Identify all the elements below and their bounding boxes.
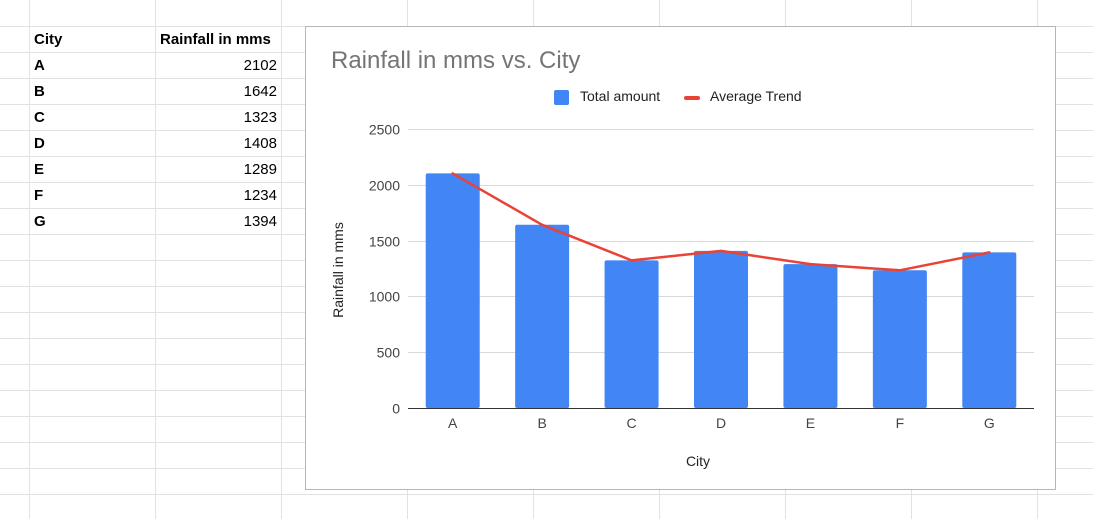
bar xyxy=(515,224,570,408)
bar xyxy=(694,250,748,408)
cell-rainfall[interactable]: 1408 xyxy=(243,135,277,152)
trend-line xyxy=(451,172,991,272)
y-axis-title: Rainfall in mms xyxy=(330,222,346,318)
cell-city[interactable]: D xyxy=(34,135,45,152)
x-tick-label: E xyxy=(806,415,815,431)
x-axis-title: City xyxy=(685,453,711,469)
legend-label: Average Trend xyxy=(710,88,802,104)
bar xyxy=(962,252,1017,408)
x-tick-label: D xyxy=(716,415,726,431)
y-tick-label: 1000 xyxy=(369,289,400,305)
cell-city[interactable]: A xyxy=(34,57,45,74)
embedded-chart[interactable]: 0 500 1000 1500 2000 2500 A B C D E F G Rainfall in … xyxy=(305,26,1056,490)
x-tick-label: G xyxy=(984,415,995,431)
cell-city[interactable]: C xyxy=(34,109,45,126)
cell-rainfall[interactable]: 1642 xyxy=(243,83,277,100)
legend-swatch-line xyxy=(684,96,700,100)
column-header-city[interactable]: City xyxy=(34,31,63,48)
x-tick-label: C xyxy=(627,415,637,431)
x-tick-label: F xyxy=(896,415,905,431)
cell-rainfall[interactable]: 1289 xyxy=(243,161,277,178)
cell-rainfall[interactable]: 2102 xyxy=(243,57,277,74)
bar xyxy=(872,270,927,408)
y-tick-label: 2500 xyxy=(369,122,400,138)
y-tick-label: 1500 xyxy=(369,234,400,250)
bar xyxy=(425,173,480,408)
x-tick-label: B xyxy=(537,415,546,431)
x-tick-label: A xyxy=(448,415,458,431)
y-tick-label: 2000 xyxy=(369,178,400,194)
chart-plot: 0 500 1000 1500 2000 2500 A B C D E F G xyxy=(369,122,1034,431)
cell-city[interactable]: F xyxy=(34,187,44,204)
column-header-rainfall[interactable]: Rainfall in mms xyxy=(160,31,271,48)
bar xyxy=(783,264,838,408)
legend-swatch-bar xyxy=(554,90,569,105)
bar xyxy=(604,260,659,408)
legend-label: Total amount xyxy=(580,88,661,104)
cell-city[interactable]: E xyxy=(34,161,45,178)
cell-city[interactable]: G xyxy=(34,213,46,230)
cell-rainfall[interactable]: 1394 xyxy=(243,213,277,230)
cell-city[interactable]: B xyxy=(34,83,45,100)
chart-title: Rainfall in mms vs. City xyxy=(331,47,581,74)
cell-rainfall[interactable]: 1323 xyxy=(243,109,277,126)
cell-rainfall[interactable]: 1234 xyxy=(243,187,277,204)
y-tick-label: 500 xyxy=(377,345,401,361)
y-tick-label: 0 xyxy=(392,401,400,417)
